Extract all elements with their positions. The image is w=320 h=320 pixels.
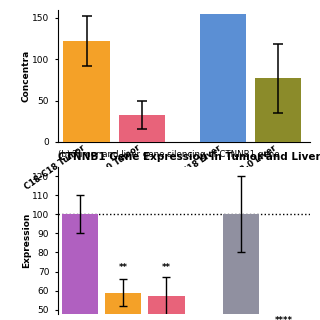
Bar bbox=[118, 115, 165, 142]
Bar bbox=[63, 41, 110, 142]
Bar bbox=[148, 296, 185, 320]
Bar bbox=[105, 292, 141, 320]
Text: **: ** bbox=[162, 263, 171, 272]
Y-axis label: Concentra: Concentra bbox=[22, 50, 31, 102]
Bar bbox=[255, 78, 301, 142]
Y-axis label: Expression: Expression bbox=[22, 212, 31, 268]
Text: **: ** bbox=[119, 263, 128, 272]
Bar bbox=[200, 14, 246, 142]
Bar bbox=[223, 214, 259, 320]
Text: (b) Tumor and liver gene silencing of CTNNB1 gene: (b) Tumor and liver gene silencing of CT… bbox=[58, 150, 279, 159]
Text: CTNNB1 Gene Expression in Tumor and Liver: CTNNB1 Gene Expression in Tumor and Live… bbox=[58, 152, 320, 162]
Bar bbox=[62, 214, 98, 320]
Text: ****: **** bbox=[275, 316, 293, 320]
